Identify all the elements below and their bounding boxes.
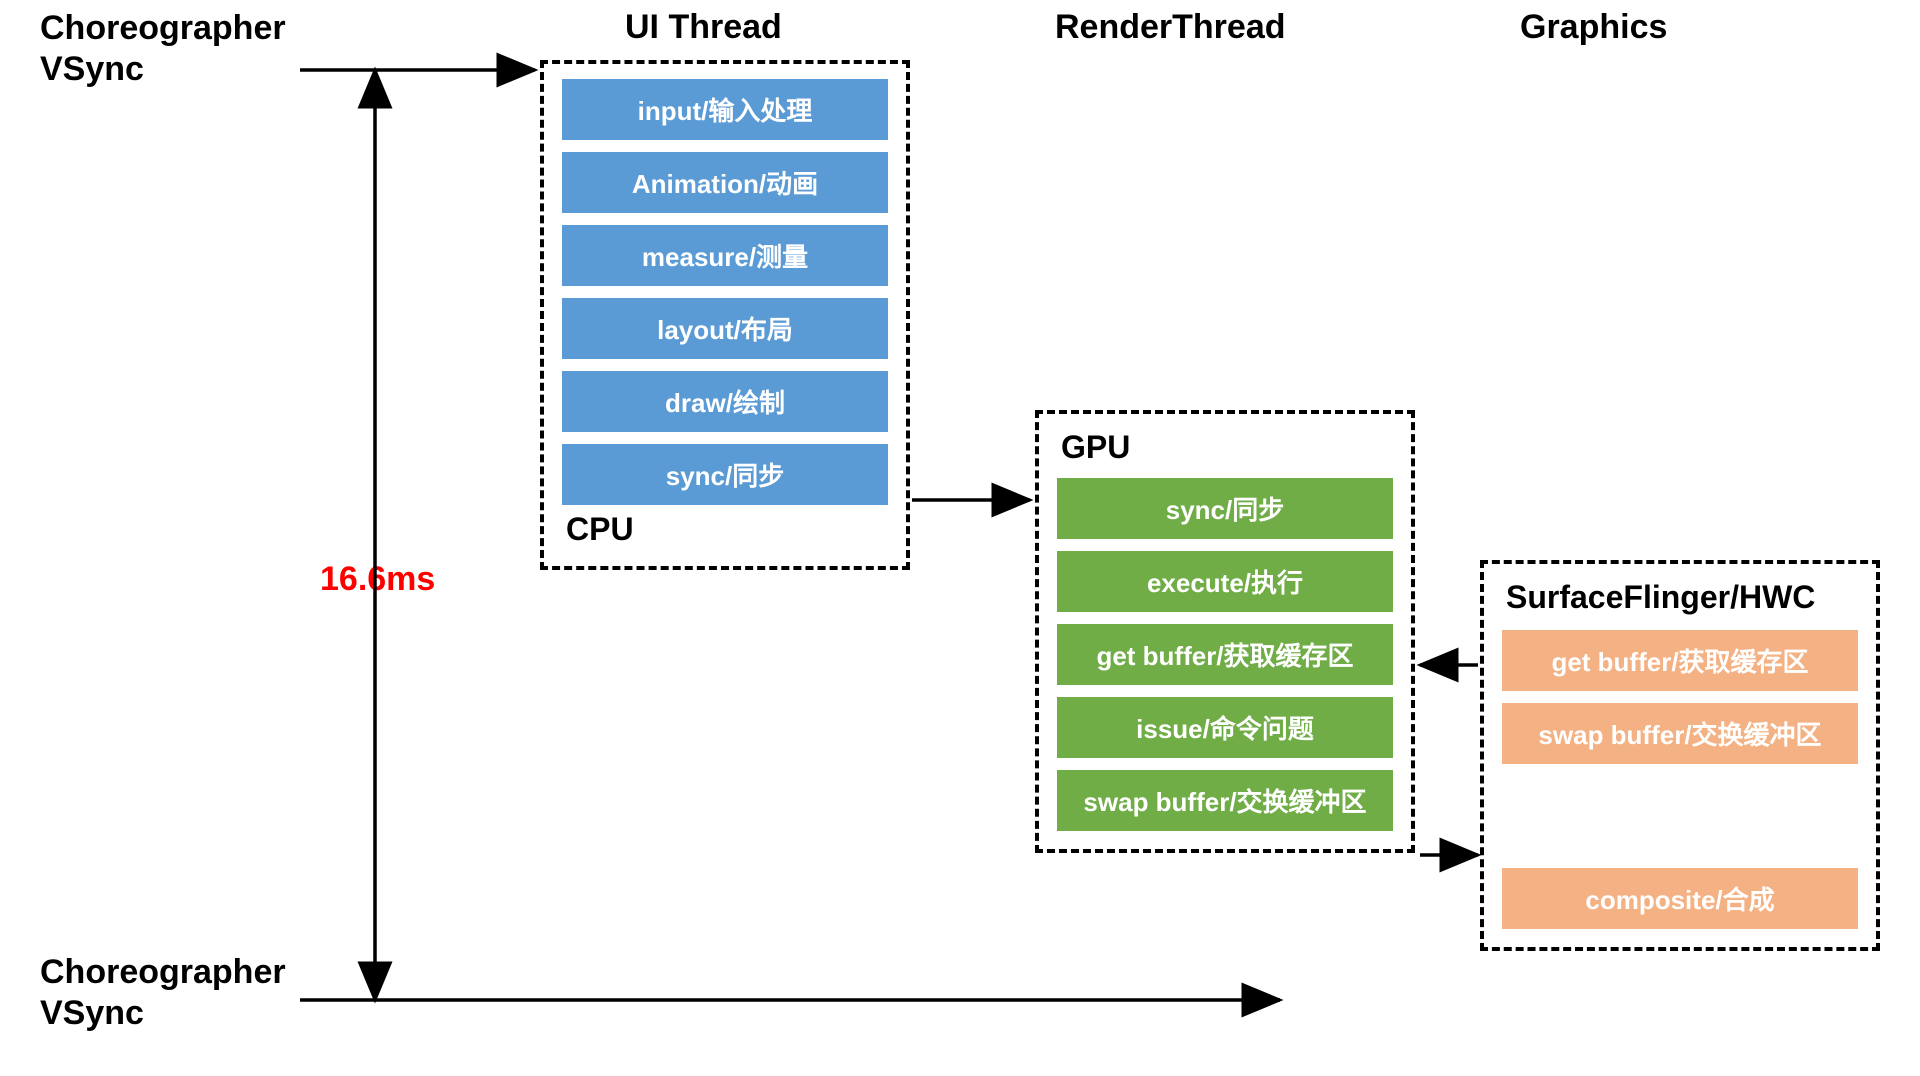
label-line: Choreographer	[40, 952, 286, 993]
step: swap buffer/交换缓冲区	[1502, 703, 1858, 764]
step: sync/同步	[562, 444, 888, 505]
label-line: VSync	[40, 49, 286, 90]
label-frame-time: 16.6ms	[320, 560, 435, 599]
group-cpu: input/输入处理 Animation/动画 measure/测量 layout/布…	[540, 60, 910, 570]
step: Animation/动画	[562, 152, 888, 213]
group-surfaceflinger: SurfaceFlinger/HWC get buffer/获取缓存区 swap …	[1480, 560, 1880, 951]
label-line: Choreographer	[40, 8, 286, 49]
step: get buffer/获取缓存区	[1502, 630, 1858, 691]
group-title-surfaceflinger: SurfaceFlinger/HWC	[1506, 579, 1858, 616]
step: execute/执行	[1057, 551, 1393, 612]
label-line: VSync	[40, 993, 286, 1034]
step: layout/布局	[562, 298, 888, 359]
step: input/输入处理	[562, 79, 888, 140]
header-ui-thread: UI Thread	[625, 8, 782, 47]
step: sync/同步	[1057, 478, 1393, 539]
group-title-cpu: CPU	[566, 511, 888, 548]
label-choreographer-top: ChoreographerVSync	[40, 8, 286, 90]
group-title-gpu: GPU	[1061, 429, 1393, 466]
header-graphics: Graphics	[1520, 8, 1667, 47]
group-gpu: GPU sync/同步 execute/执行 get buffer/获取缓存区 iss…	[1035, 410, 1415, 853]
step: get buffer/获取缓存区	[1057, 624, 1393, 685]
step: issue/命令问题	[1057, 697, 1393, 758]
step: swap buffer/交换缓冲区	[1057, 770, 1393, 831]
step: measure/测量	[562, 225, 888, 286]
step: draw/绘制	[562, 371, 888, 432]
label-choreographer-bottom: ChoreographerVSync	[40, 952, 286, 1034]
step: composite/合成	[1502, 868, 1858, 929]
header-render-thread: RenderThread	[1055, 8, 1286, 47]
